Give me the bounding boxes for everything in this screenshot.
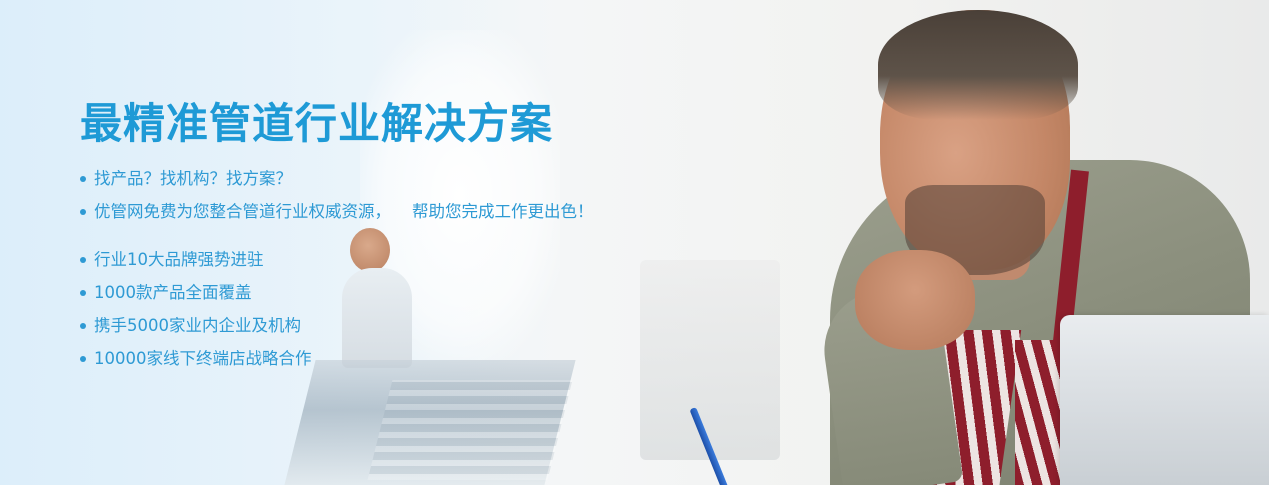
intro-list-item: 找产品？找机构？找方案？: [78, 162, 593, 195]
background-counter-detail: [367, 380, 573, 480]
background-shelf: [640, 260, 780, 460]
intro-list-item: 优管网免费为您整合管道行业权威资源， 帮助您完成工作更出色！: [78, 195, 593, 228]
laptop: [1060, 315, 1269, 485]
intro-list: 找产品？找机构？找方案？ 优管网免费为您整合管道行业权威资源， 帮助您完成工作更…: [78, 162, 593, 228]
feature-list-item: 行业10大品牌强势进驻: [78, 243, 312, 276]
feature-list: 行业10大品牌强势进驻 1000款产品全面覆盖 携手5000家业内企业及机构 1…: [78, 243, 312, 375]
background-person: [342, 228, 412, 368]
feature-list-item: 10000家线下终端店战略合作: [78, 342, 312, 375]
feature-list-item: 1000款产品全面覆盖: [78, 276, 312, 309]
feature-list-item: 携手5000家业内企业及机构: [78, 309, 312, 342]
banner-headline: 最精准管道行业解决方案: [80, 99, 554, 148]
